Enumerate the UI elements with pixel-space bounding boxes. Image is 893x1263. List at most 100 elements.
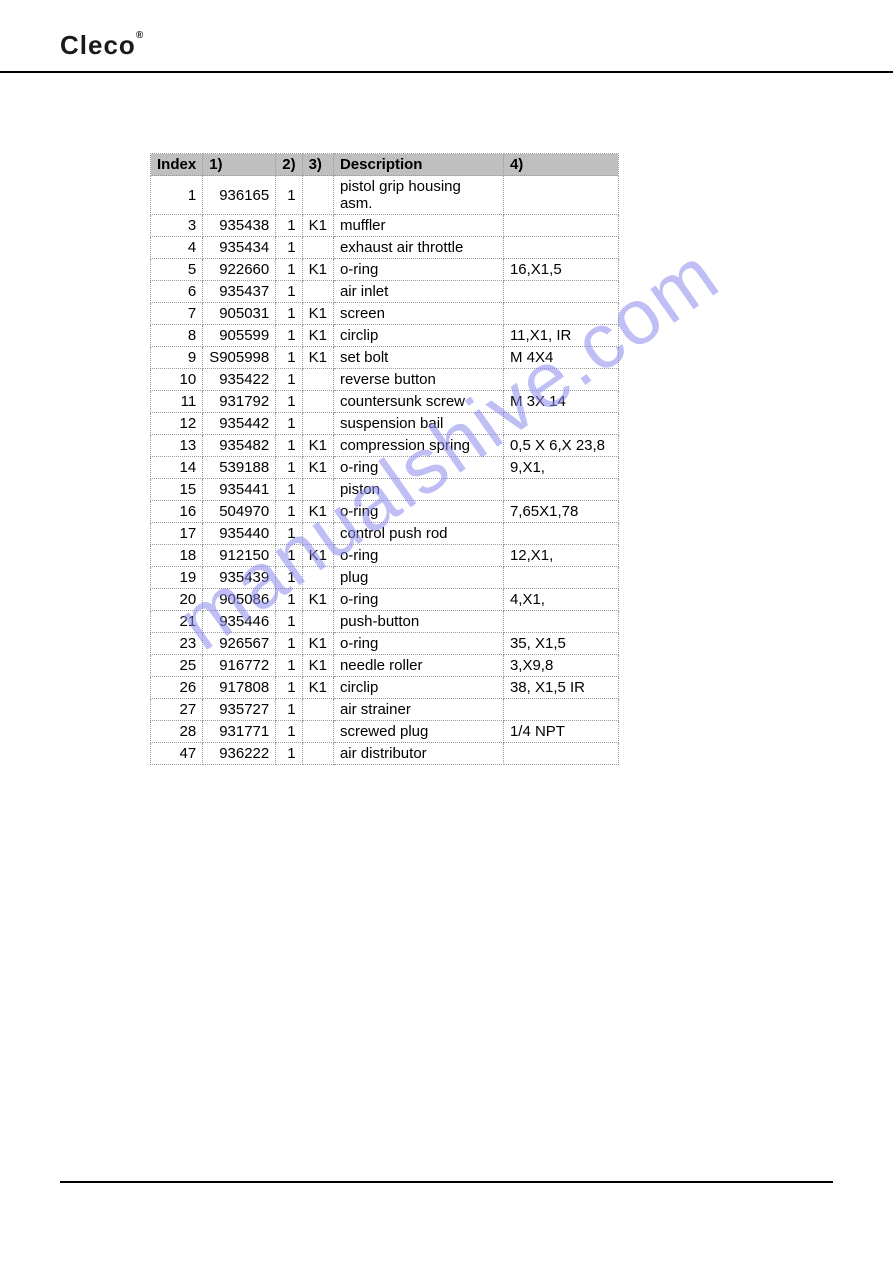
table-row: 289317711screwed plug1/4 NPT	[151, 721, 619, 743]
cell-desc: screen	[333, 303, 503, 325]
cell-c1: 935440	[203, 523, 276, 545]
cell-desc: o-ring	[333, 501, 503, 523]
cell-desc: countersunk screw	[333, 391, 503, 413]
cell-index: 9	[151, 347, 203, 369]
cell-c2: 1	[276, 501, 302, 523]
cell-c3	[302, 523, 333, 545]
table-row: 69354371air inlet	[151, 281, 619, 303]
cell-c1: 935437	[203, 281, 276, 303]
table-row: 129354421suspension bail	[151, 413, 619, 435]
cell-desc: piston	[333, 479, 503, 501]
cell-index: 7	[151, 303, 203, 325]
cell-c3	[302, 479, 333, 501]
table-row: 9S9059981K1set boltM 4X4	[151, 347, 619, 369]
cell-index: 15	[151, 479, 203, 501]
table-row: 199354391plug	[151, 567, 619, 589]
table-row: 139354821K1compression spring0,5 X 6,X 2…	[151, 435, 619, 457]
cell-c1: 935438	[203, 215, 276, 237]
cell-c4: 9,X1,	[503, 457, 618, 479]
cell-c1: 504970	[203, 501, 276, 523]
cell-c1: S905998	[203, 347, 276, 369]
cell-desc: needle roller	[333, 655, 503, 677]
cell-c2: 1	[276, 677, 302, 699]
cell-index: 11	[151, 391, 203, 413]
table-row: 259167721K1needle roller3,X9,8	[151, 655, 619, 677]
cell-index: 28	[151, 721, 203, 743]
cell-c2: 1	[276, 435, 302, 457]
cell-c4: 35, X1,5	[503, 633, 618, 655]
table-row: 159354411piston	[151, 479, 619, 501]
cell-c3: K1	[302, 325, 333, 347]
cell-c3: K1	[302, 259, 333, 281]
table-row: 109354221reverse button	[151, 369, 619, 391]
cell-c3: K1	[302, 501, 333, 523]
cell-c2: 1	[276, 479, 302, 501]
cell-desc: o-ring	[333, 633, 503, 655]
cell-c3: K1	[302, 677, 333, 699]
cell-c4: 4,X1,	[503, 589, 618, 611]
cell-desc: exhaust air throttle	[333, 237, 503, 259]
cell-c2: 1	[276, 523, 302, 545]
cell-c3: K1	[302, 633, 333, 655]
cell-index: 26	[151, 677, 203, 699]
cell-c2: 1	[276, 545, 302, 567]
header-index: Index	[151, 154, 203, 176]
cell-c1: 905031	[203, 303, 276, 325]
cell-c4	[503, 567, 618, 589]
cell-c1: 935727	[203, 699, 276, 721]
cell-index: 25	[151, 655, 203, 677]
table-row: 269178081K1circlip 38, X1,5 IR	[151, 677, 619, 699]
cell-c4	[503, 237, 618, 259]
cell-index: 6	[151, 281, 203, 303]
cell-index: 12	[151, 413, 203, 435]
cell-c4	[503, 303, 618, 325]
cell-desc: o-ring	[333, 589, 503, 611]
cell-desc: o-ring	[333, 457, 503, 479]
cell-c4	[503, 281, 618, 303]
cell-c3	[302, 611, 333, 633]
cell-c4: 11,X1, IR	[503, 325, 618, 347]
table-row: 189121501K1o-ring12,X1,	[151, 545, 619, 567]
table-row: 145391881K1o-ring9,X1,	[151, 457, 619, 479]
cell-desc: set bolt	[333, 347, 503, 369]
cell-c1: 905599	[203, 325, 276, 347]
cell-c4	[503, 523, 618, 545]
header-c1: 1)	[203, 154, 276, 176]
cell-index: 21	[151, 611, 203, 633]
cell-c2: 1	[276, 611, 302, 633]
table-row: 49354341exhaust air throttle	[151, 237, 619, 259]
cell-desc: control push rod	[333, 523, 503, 545]
table-row: 59226601K1o-ring16,X1,5	[151, 259, 619, 281]
cell-c1: 931792	[203, 391, 276, 413]
trademark-icon: ®	[136, 30, 144, 41]
cell-index: 27	[151, 699, 203, 721]
cell-index: 13	[151, 435, 203, 457]
cell-c4	[503, 369, 618, 391]
cell-c3	[302, 743, 333, 765]
cell-desc: push-button	[333, 611, 503, 633]
table-row: 119317921countersunk screwM 3X 14	[151, 391, 619, 413]
cell-c1: 905086	[203, 589, 276, 611]
table-row: 219354461push-button	[151, 611, 619, 633]
parts-table: Index 1) 2) 3) Description 4) 19361651pi…	[150, 153, 619, 765]
cell-c4: 1/4 NPT	[503, 721, 618, 743]
table-row: 89055991K1circlip11,X1, IR	[151, 325, 619, 347]
table-row: 479362221air distributor	[151, 743, 619, 765]
cell-desc: reverse button	[333, 369, 503, 391]
cell-c4: M 4X4	[503, 347, 618, 369]
cell-c3	[302, 413, 333, 435]
cell-index: 8	[151, 325, 203, 347]
cell-desc: pistol grip housing asm.	[333, 176, 503, 215]
cell-c4: 12,X1,	[503, 545, 618, 567]
cell-c2: 1	[276, 259, 302, 281]
content-area: manualshive.com Index 1) 2) 3) Descripti…	[0, 73, 893, 805]
cell-index: 4	[151, 237, 203, 259]
cell-c3: K1	[302, 435, 333, 457]
cell-c3	[302, 237, 333, 259]
table-row: 209050861K1o-ring4,X1,	[151, 589, 619, 611]
cell-c4	[503, 743, 618, 765]
brand-logo: Cleco®	[60, 30, 833, 61]
cell-c4: 16,X1,5	[503, 259, 618, 281]
table-row: 19361651pistol grip housing asm.	[151, 176, 619, 215]
cell-c2: 1	[276, 567, 302, 589]
